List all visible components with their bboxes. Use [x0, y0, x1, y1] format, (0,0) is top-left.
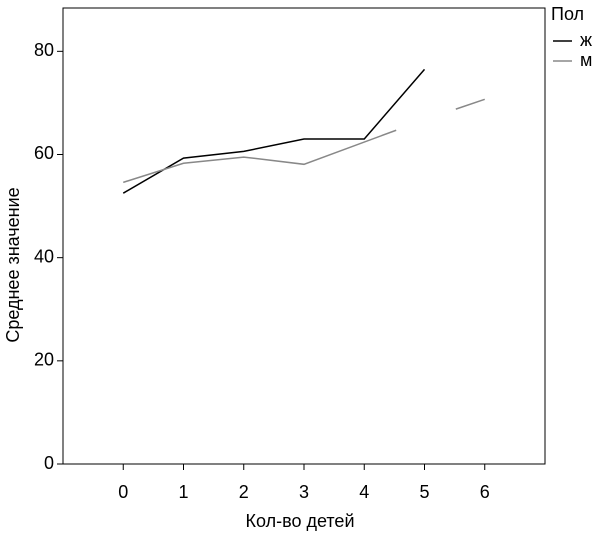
y-tick-label: 40	[34, 246, 54, 266]
x-tick-label: 6	[480, 482, 490, 502]
legend-label: м	[580, 50, 592, 70]
line-series	[455, 98, 485, 110]
legend-label: ж	[580, 30, 592, 50]
y-tick-label: 80	[34, 40, 54, 60]
line-series	[122, 68, 426, 194]
y-tick-label: 20	[34, 350, 54, 370]
plot-frame	[62, 7, 546, 465]
x-tick-label: 5	[419, 482, 429, 502]
x-tick-label: 3	[299, 482, 309, 502]
y-tick-label: 60	[34, 143, 54, 163]
y-tick-label: 0	[44, 453, 54, 473]
x-tick-label: 0	[118, 482, 128, 502]
y-axis-label: Среднее значение	[3, 187, 23, 342]
x-tick-label: 2	[239, 482, 249, 502]
x-tick-label: 1	[178, 482, 188, 502]
legend-title: Пол	[551, 4, 584, 24]
line-series	[123, 129, 397, 184]
x-axis-label: Кол-во детей	[246, 511, 355, 531]
x-tick-label: 4	[359, 482, 369, 502]
